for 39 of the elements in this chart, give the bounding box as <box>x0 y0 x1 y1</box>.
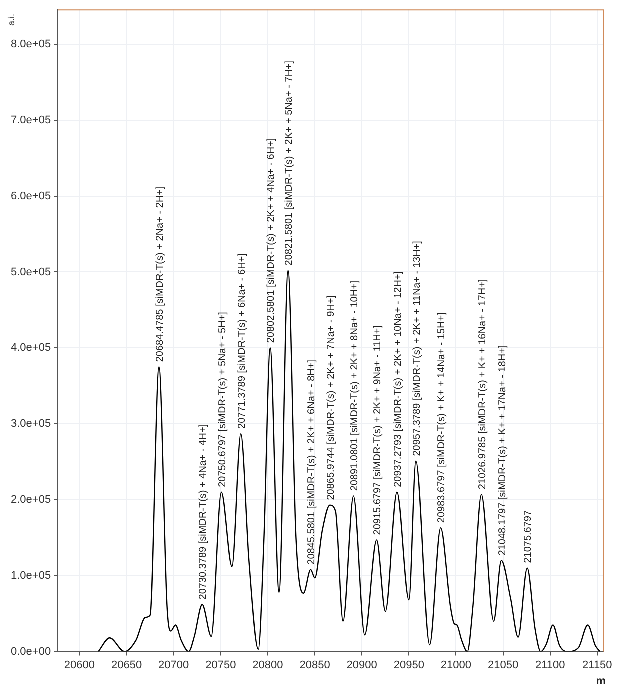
y-tick-label: 1.0e+05 <box>10 570 52 582</box>
annotation: 20821.5801 [siMDR-T(s) + 2K+ + 5Na+ - 7H+] <box>284 60 296 266</box>
x-tick-label: 21050 <box>488 659 519 672</box>
y-axis-title: a.i. <box>6 14 16 26</box>
x-tick-label: 20600 <box>64 659 96 672</box>
annotation: 20802.5801 [siMDR-T(s) + 2K+ + 4Na+ - 6H+] <box>266 138 278 344</box>
annotation: 20915.6797 [siMDR-T(s) + 2K+ + 9Na+ - 11H+] <box>372 325 384 536</box>
x-tick-label: 21150 <box>582 659 612 672</box>
annotation: 20957.3789 [siMDR-T(s) + 2K+ + 11Na+ - 13H+] <box>412 240 423 456</box>
y-tick-label: 4.0e+05 <box>10 342 52 354</box>
x-tick-label: 20700 <box>158 659 190 672</box>
annotation: 20730.3789 [siMDR-T(s) + 4Na+ - 4H+] <box>198 424 210 600</box>
annotation: 20771.3789 [siMDR-T(s) + 6Na+ - 6H+] <box>236 253 248 429</box>
annotation: 20891.0801 [siMDR-T(s) + 2K+ + 8Na+ - 10H+] <box>349 280 360 492</box>
y-tick-label: 5.0e+05 <box>10 266 52 278</box>
y-tick-label: 0.0e+00 <box>10 646 52 658</box>
y-tick-label: 6.0e+05 <box>10 190 52 202</box>
x-tick-label: 20950 <box>394 659 424 672</box>
annotation: 20750.6797 [siMDR-T(s) + 5Na+ - 5H+] <box>217 312 228 488</box>
x-tick-label: 20650 <box>111 659 142 672</box>
y-tick-label: 2.0e+05 <box>10 494 52 506</box>
y-tick-label: 7.0e+05 <box>10 114 52 126</box>
annotation: 21026.9785 [siMDR-T(s) + K+ + 16Na+ - 17H+] <box>477 279 488 490</box>
annotation: 20983.6797 [siMDR-T(s) + K+ + 14Na+ - 15H+] <box>436 312 448 524</box>
annotation: 20684.4785 [siMDR-T(s) + 2Na+ - 2H+] <box>154 186 166 362</box>
x-axis-title: m <box>596 675 606 688</box>
x-tick-label: 20800 <box>252 659 284 672</box>
annotation: 20865.9744 [siMDR-T(s) + 2K+ + 7Na+ - 9H+] <box>326 295 337 500</box>
x-tick-label: 20900 <box>346 659 378 672</box>
y-tick-label: 8.0e+05 <box>10 38 52 51</box>
x-tick-label: 20850 <box>300 659 330 672</box>
y-tick-label: 3.0e+05 <box>10 418 52 430</box>
x-tick-label: 20750 <box>206 659 236 672</box>
annotation: 21075.6797 <box>523 510 534 564</box>
annotation: 21048.1797 [siMDR-T(s) + K+ + 17Na+ - 18H+] <box>497 345 508 556</box>
annotation: 20845.5801 [siMDR-T(s) + 2K+ + 6Na+ - 8H+] <box>306 360 318 565</box>
annotation: 20937.2793 [siMDR-T(s) + 2K+ + 10Na+ - 12H+] <box>392 271 404 488</box>
x-tick-label: 21100 <box>535 659 566 672</box>
x-tick-label: 21000 <box>440 659 472 672</box>
